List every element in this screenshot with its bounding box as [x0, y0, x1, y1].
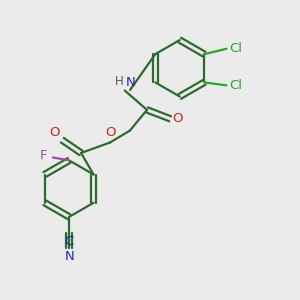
Text: Cl: Cl: [229, 42, 242, 55]
Text: C: C: [64, 235, 74, 248]
Text: O: O: [172, 112, 183, 125]
Text: N: N: [125, 76, 135, 89]
Text: Cl: Cl: [229, 79, 242, 92]
Text: O: O: [106, 126, 116, 139]
Text: O: O: [50, 126, 60, 139]
Text: F: F: [39, 148, 47, 162]
Text: H: H: [115, 75, 123, 88]
Text: N: N: [64, 250, 74, 262]
